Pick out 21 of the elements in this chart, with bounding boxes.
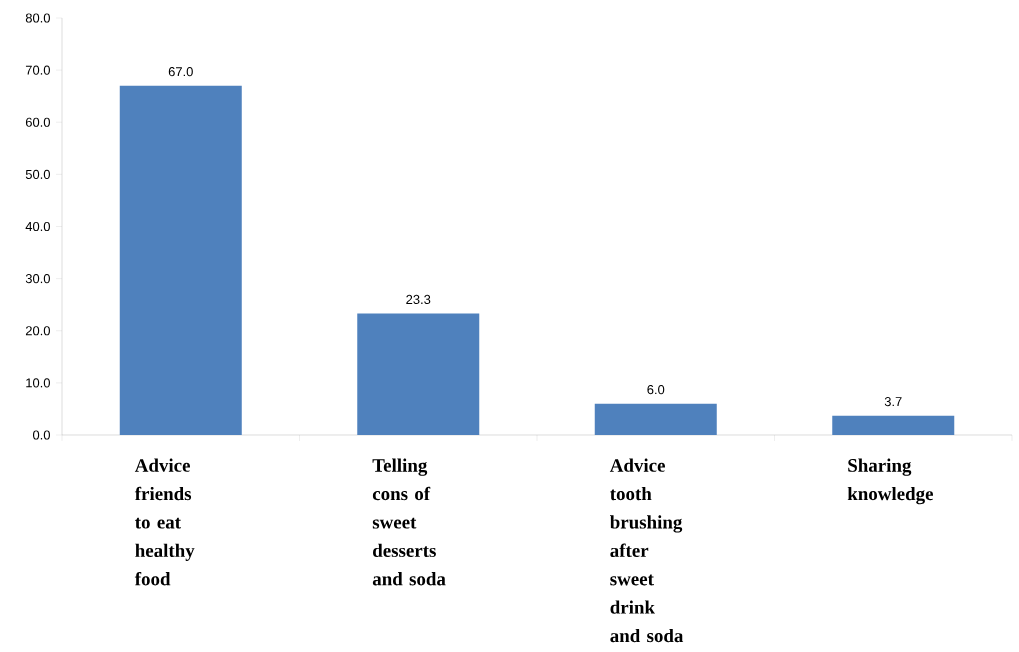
y-tick-label: 0.0 — [32, 430, 50, 440]
data-label: 3.7 — [884, 397, 902, 407]
bar — [357, 313, 480, 435]
bar — [594, 403, 717, 435]
x-tick-label: Advice friends to eat healthy food — [134, 458, 195, 586]
y-tick-label: 50.0 — [25, 169, 50, 179]
data-label: 23.3 — [406, 294, 431, 305]
y-tick-label: 40.0 — [25, 221, 50, 232]
x-tick-label: Sharing knowledge — [847, 458, 933, 505]
y-tick-label: 30.0 — [25, 274, 50, 284]
bar — [832, 415, 955, 435]
y-tick-label: 70.0 — [25, 65, 50, 75]
bar — [119, 85, 242, 435]
x-tick-label: Advice tooth brushing after sweet drink and soda — [609, 458, 684, 643]
data-label: 67.0 — [168, 67, 193, 77]
y-tick-label: 10.0 — [26, 378, 50, 388]
data-label: 6.0 — [647, 385, 665, 395]
y-tick-label: 80.0 — [25, 13, 50, 23]
y-tick-label: 60.0 — [25, 117, 50, 127]
y-tick-label: 20.0 — [25, 326, 50, 336]
x-tick-label: Telling cons of sweet desserts and soda — [372, 458, 446, 586]
